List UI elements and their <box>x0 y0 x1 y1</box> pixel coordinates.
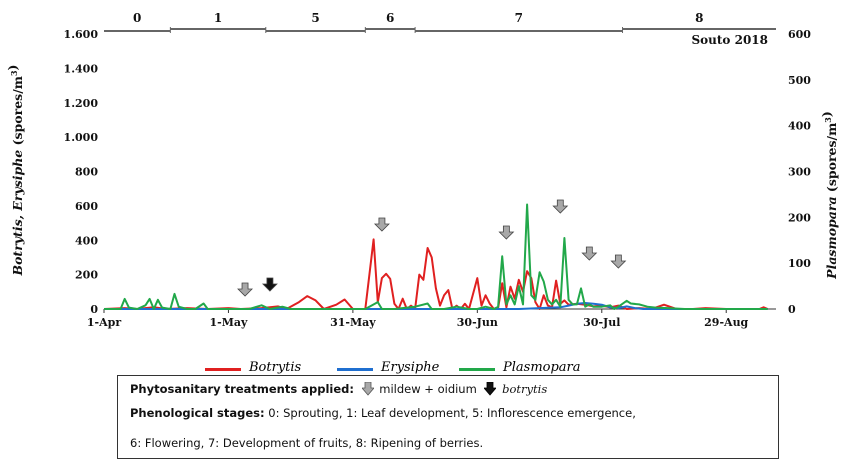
y-left-tick-label: 400 <box>75 234 98 247</box>
stage-label: 8 <box>695 11 703 25</box>
legend-label-botrytis: Botrytis <box>249 360 302 375</box>
x-tick-label: 30-Jun <box>457 316 498 329</box>
treatments-legend: Phytosanitary treatments applied: mildew… <box>130 382 547 396</box>
y-left-tick-label: 1.200 <box>64 97 99 110</box>
y-right-tick-label: 500 <box>788 74 811 87</box>
x-tick-label: 1-May <box>209 316 248 329</box>
treatment-botrytis-label: botrytis <box>502 382 548 396</box>
x-tick-label: 31-May <box>330 316 376 329</box>
legend-swatch-erysiphe <box>337 368 373 371</box>
mildew-arrow-icon <box>361 382 374 396</box>
legend-label-plasmopara: Plasmopara <box>503 360 581 375</box>
y-right-tick-label: 400 <box>788 120 811 133</box>
stage-label: 5 <box>311 11 319 25</box>
stages-title: Phenological stages: <box>130 406 265 420</box>
y-left-tick-label: 1.400 <box>64 62 99 75</box>
spore-chart: 0 200 400 600 800 1.000 1.200 1.400 1.600 0 100 200… <box>5 11 839 329</box>
treatment-arrow-mildew <box>552 199 569 214</box>
treatment-arrow-mildew <box>581 246 598 261</box>
y-right-tick-label: 0 <box>788 303 796 316</box>
legend-swatch-botrytis <box>205 368 241 371</box>
y-left-tick-label: 1.600 <box>64 28 99 41</box>
x-tick-label: 1-Apr <box>87 316 121 329</box>
y-left-tick-label: 800 <box>75 166 98 179</box>
y-right-axis-title: Plasmopara (spores/m3) <box>819 111 839 280</box>
y-left-tick-label: 1.000 <box>64 131 99 144</box>
treatment-arrow-botrytis <box>261 277 278 292</box>
treatment-mildew-label: mildew + oidium <box>379 382 477 396</box>
stages-legend-line1: Phenological stages: 0: Sprouting, 1: Le… <box>130 406 636 420</box>
y-left-tick-label: 200 <box>75 269 98 282</box>
y-right-tick-label: 200 <box>788 211 811 224</box>
treatments-title: Phytosanitary treatments applied: <box>130 382 354 396</box>
series-line-erysiphe <box>104 302 768 310</box>
y-left-tick-label: 600 <box>75 200 98 213</box>
x-tick-label: 29-Aug <box>704 316 748 329</box>
stages-text-1: 0: Sprouting, 1: Leaf development, 5: In… <box>268 406 636 420</box>
legend-label-erysiphe: Erysiphe <box>381 360 440 375</box>
botrytis-arrow-icon <box>484 382 497 396</box>
x-tick-label: 30-Jul <box>583 316 620 329</box>
stage-label: 0 <box>133 11 141 25</box>
y-left-tick-label: 0 <box>90 303 98 316</box>
stage-label: 1 <box>214 11 222 25</box>
treatment-arrow-mildew <box>610 254 627 269</box>
chart-annotation: Souto 2018 <box>691 33 768 47</box>
stages-legend-line2: 6: Flowering, 7: Development of fruits, … <box>130 436 483 450</box>
y-right-tick-label: 100 <box>788 257 811 270</box>
legend-swatch-plasmopara <box>459 368 495 371</box>
stages-text-2: 6: Flowering, 7: Development of fruits, … <box>130 436 484 450</box>
stage-label: 6 <box>386 11 394 25</box>
y-right-tick-label: 300 <box>788 166 811 179</box>
y-right-tick-label: 600 <box>788 28 811 41</box>
treatment-arrow-mildew <box>498 225 515 240</box>
legend-box: Phytosanitary treatments applied: mildew… <box>117 375 779 459</box>
stage-label: 7 <box>515 11 523 25</box>
treatment-arrow-mildew <box>373 217 390 232</box>
series-line-botrytis <box>103 238 769 310</box>
y-left-axis-title: Botrytis, Erysiphe (spores/m3) <box>5 65 25 277</box>
treatment-arrow-mildew <box>237 282 254 297</box>
series-line-plasmopara <box>104 203 768 310</box>
